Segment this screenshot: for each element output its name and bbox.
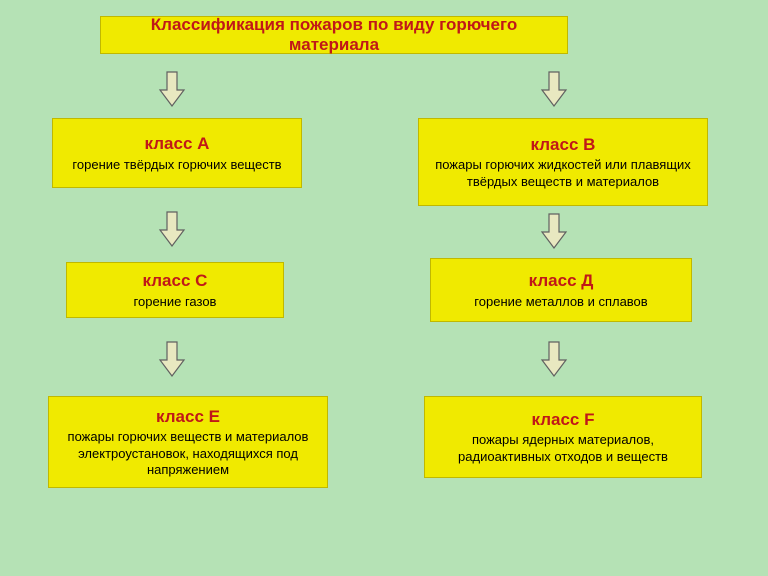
down-arrow-icon xyxy=(540,340,568,378)
class-desc: горение металлов и сплавов xyxy=(474,294,647,310)
class-label: класс F xyxy=(532,409,595,430)
class-box-b: класс Впожары горючих жидкостей или плав… xyxy=(418,118,708,206)
class-desc: пожары ядерных материалов, радиоактивных… xyxy=(433,432,693,465)
class-desc: горение газов xyxy=(134,294,217,310)
class-desc: пожары горючих жидкостей или плавящих тв… xyxy=(427,157,699,190)
class-box-e: класс Епожары горючих веществ и материал… xyxy=(48,396,328,488)
class-label: класс С xyxy=(143,270,208,291)
title-text: Классификация пожаров по виду горючего м… xyxy=(115,15,553,55)
down-arrow-icon xyxy=(540,70,568,108)
title-box: Классификация пожаров по виду горючего м… xyxy=(100,16,568,54)
class-label: класс Е xyxy=(156,406,220,427)
class-box-c: класс С горение газов xyxy=(66,262,284,318)
class-box-d: класс Д горение металлов и сплавов xyxy=(430,258,692,322)
class-box-a: класс А горение твёрдых горючих веществ xyxy=(52,118,302,188)
class-label: класс А xyxy=(145,133,210,154)
down-arrow-icon xyxy=(158,340,186,378)
down-arrow-icon xyxy=(540,212,568,250)
down-arrow-icon xyxy=(158,210,186,248)
down-arrow-icon xyxy=(158,70,186,108)
class-box-f: класс Fпожары ядерных материалов, радиоа… xyxy=(424,396,702,478)
class-label: класс Д xyxy=(529,270,594,291)
class-desc: горение твёрдых горючих веществ xyxy=(72,157,281,173)
class-label: класс В xyxy=(531,134,596,155)
class-desc: пожары горючих веществ и материалов элек… xyxy=(57,429,319,478)
